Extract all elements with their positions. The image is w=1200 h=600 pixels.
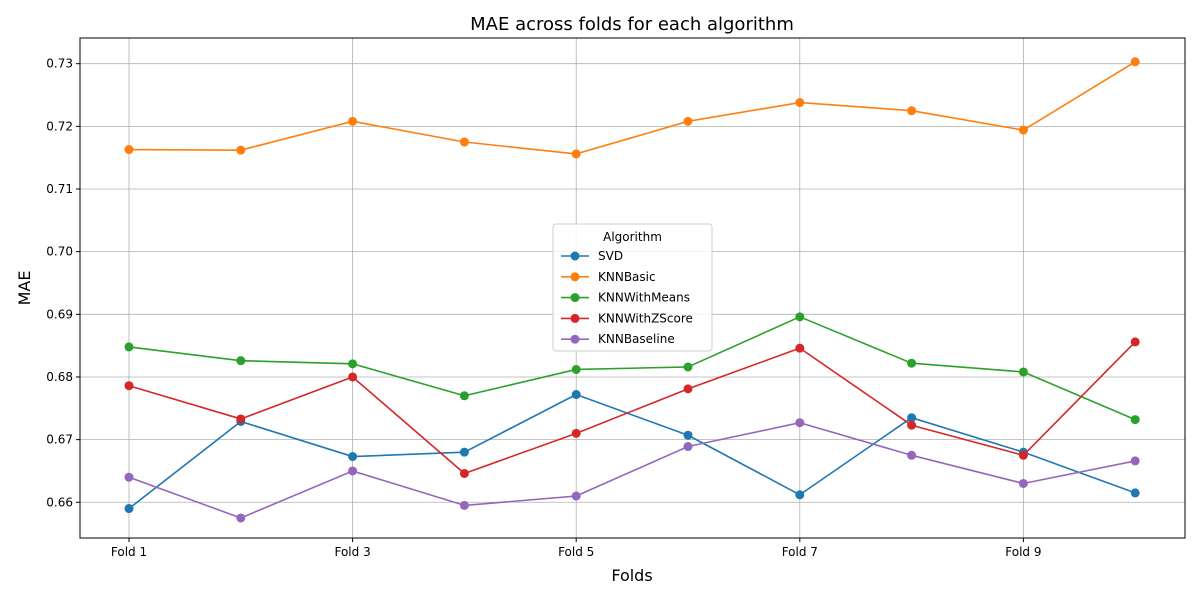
data-point-svd bbox=[683, 430, 693, 440]
legend-swatch-marker bbox=[570, 293, 580, 303]
data-point-knnwithzscore bbox=[571, 428, 581, 438]
data-point-knnwithmeans bbox=[348, 359, 358, 369]
data-point-knnbasic bbox=[907, 106, 917, 116]
data-point-knnbasic bbox=[1130, 57, 1140, 67]
y-axis-label: MAE bbox=[15, 271, 34, 306]
data-point-knnwithzscore bbox=[683, 384, 693, 394]
data-point-knnbaseline bbox=[1018, 478, 1028, 488]
data-point-knnwithmeans bbox=[459, 391, 469, 401]
data-point-knnwithmeans bbox=[571, 364, 581, 374]
y-axis-ticks: 0.66 0.67 0.68 0.69 0.70 0.71 0.72 0.73 bbox=[46, 57, 80, 509]
series-line-knnwithzscore bbox=[128, 341, 1136, 475]
x-tick-label: Fold 5 bbox=[558, 545, 594, 559]
legend: Algorithm SVD KNNBasic KNNWithMeans KNNWithZ… bbox=[552, 223, 713, 352]
data-point-knnbasic bbox=[571, 149, 581, 159]
legend-swatch-marker bbox=[570, 313, 580, 323]
series-line-svd bbox=[128, 393, 1136, 510]
legend-box bbox=[552, 223, 713, 352]
legend-title: Algorithm bbox=[603, 230, 662, 244]
data-point-svd bbox=[124, 504, 134, 514]
legend-swatch-marker bbox=[570, 251, 580, 261]
legend-label: SVD bbox=[598, 249, 623, 263]
series-lines bbox=[124, 57, 1140, 523]
data-point-svd bbox=[1130, 488, 1140, 498]
data-point-svd bbox=[795, 490, 805, 500]
data-point-knnbasic bbox=[1018, 125, 1028, 135]
data-point-knnbasic bbox=[459, 137, 469, 147]
data-point-knnwithzscore bbox=[236, 414, 246, 424]
x-axis-label: Folds bbox=[611, 566, 652, 585]
y-tick-label: 0.68 bbox=[46, 370, 73, 384]
data-point-knnbasic bbox=[683, 116, 693, 126]
series-knnwithmeans bbox=[124, 312, 1140, 425]
x-axis-ticks: Fold 1 Fold 3 Fold 5 Fold 7 Fold 9 bbox=[111, 538, 1042, 559]
data-point-knnwithmeans bbox=[236, 356, 246, 366]
y-tick-label: 0.72 bbox=[46, 119, 73, 133]
data-point-knnwithmeans bbox=[907, 358, 917, 368]
data-point-knnwithzscore bbox=[348, 372, 358, 382]
data-point-svd bbox=[571, 390, 581, 400]
legend-swatch-marker bbox=[570, 272, 580, 282]
data-point-knnwithzscore bbox=[907, 420, 917, 430]
legend-label: KNNBaseline bbox=[598, 332, 675, 346]
data-point-knnbasic bbox=[124, 145, 134, 155]
data-point-knnbasic bbox=[348, 116, 358, 126]
data-point-knnbaseline bbox=[124, 472, 134, 482]
series-knnbasic bbox=[124, 57, 1140, 159]
y-tick-label: 0.69 bbox=[46, 307, 73, 321]
data-point-knnbaseline bbox=[683, 442, 693, 452]
data-point-knnbasic bbox=[795, 98, 805, 108]
data-point-knnwithzscore bbox=[1018, 450, 1028, 460]
data-point-knnwithmeans bbox=[1130, 415, 1140, 425]
series-line-knnwithmeans bbox=[128, 316, 1136, 421]
data-point-knnwithmeans bbox=[683, 362, 693, 372]
data-point-svd bbox=[459, 447, 469, 457]
x-tick-label: Fold 7 bbox=[782, 545, 818, 559]
legend-label: KNNBasic bbox=[598, 270, 656, 284]
x-tick-label: Fold 3 bbox=[334, 545, 370, 559]
data-point-knnbaseline bbox=[907, 450, 917, 460]
data-point-knnbasic bbox=[236, 145, 246, 155]
data-point-knnbaseline bbox=[459, 500, 469, 510]
data-point-svd bbox=[348, 452, 358, 462]
data-point-knnwithmeans bbox=[795, 312, 805, 322]
x-tick-label: Fold 1 bbox=[111, 545, 147, 559]
series-knnbaseline bbox=[124, 418, 1140, 523]
series-line-knnbaseline bbox=[128, 421, 1136, 519]
data-point-knnwithzscore bbox=[124, 381, 134, 391]
series-line-knnbasic bbox=[128, 61, 1136, 155]
data-point-knnwithmeans bbox=[124, 342, 134, 352]
data-point-knnbaseline bbox=[1130, 456, 1140, 466]
series-knnwithzscore bbox=[124, 337, 1140, 478]
chart-title: MAE across folds for each algorithm bbox=[470, 14, 794, 35]
y-tick-label: 0.66 bbox=[46, 495, 73, 509]
data-point-svd bbox=[907, 413, 917, 423]
y-tick-label: 0.67 bbox=[46, 433, 73, 447]
data-point-knnwithzscore bbox=[795, 343, 805, 353]
data-point-knnbaseline bbox=[236, 513, 246, 523]
data-point-knnwithzscore bbox=[1130, 337, 1140, 347]
y-tick-label: 0.73 bbox=[46, 57, 73, 71]
legend-swatch-marker bbox=[570, 334, 580, 344]
data-point-knnwithmeans bbox=[1018, 367, 1028, 377]
data-point-knnbaseline bbox=[571, 491, 581, 501]
data-point-knnbaseline bbox=[795, 418, 805, 428]
y-tick-label: 0.70 bbox=[46, 245, 73, 259]
data-point-knnbaseline bbox=[348, 466, 358, 476]
data-point-knnwithzscore bbox=[459, 468, 469, 478]
plot-area-frame bbox=[79, 37, 1186, 539]
legend-label: KNNWithMeans bbox=[598, 291, 690, 305]
legend-label: KNNWithZScore bbox=[598, 311, 693, 325]
x-tick-label: Fold 9 bbox=[1005, 545, 1041, 559]
y-tick-label: 0.71 bbox=[46, 182, 73, 196]
series-svd bbox=[124, 390, 1140, 514]
